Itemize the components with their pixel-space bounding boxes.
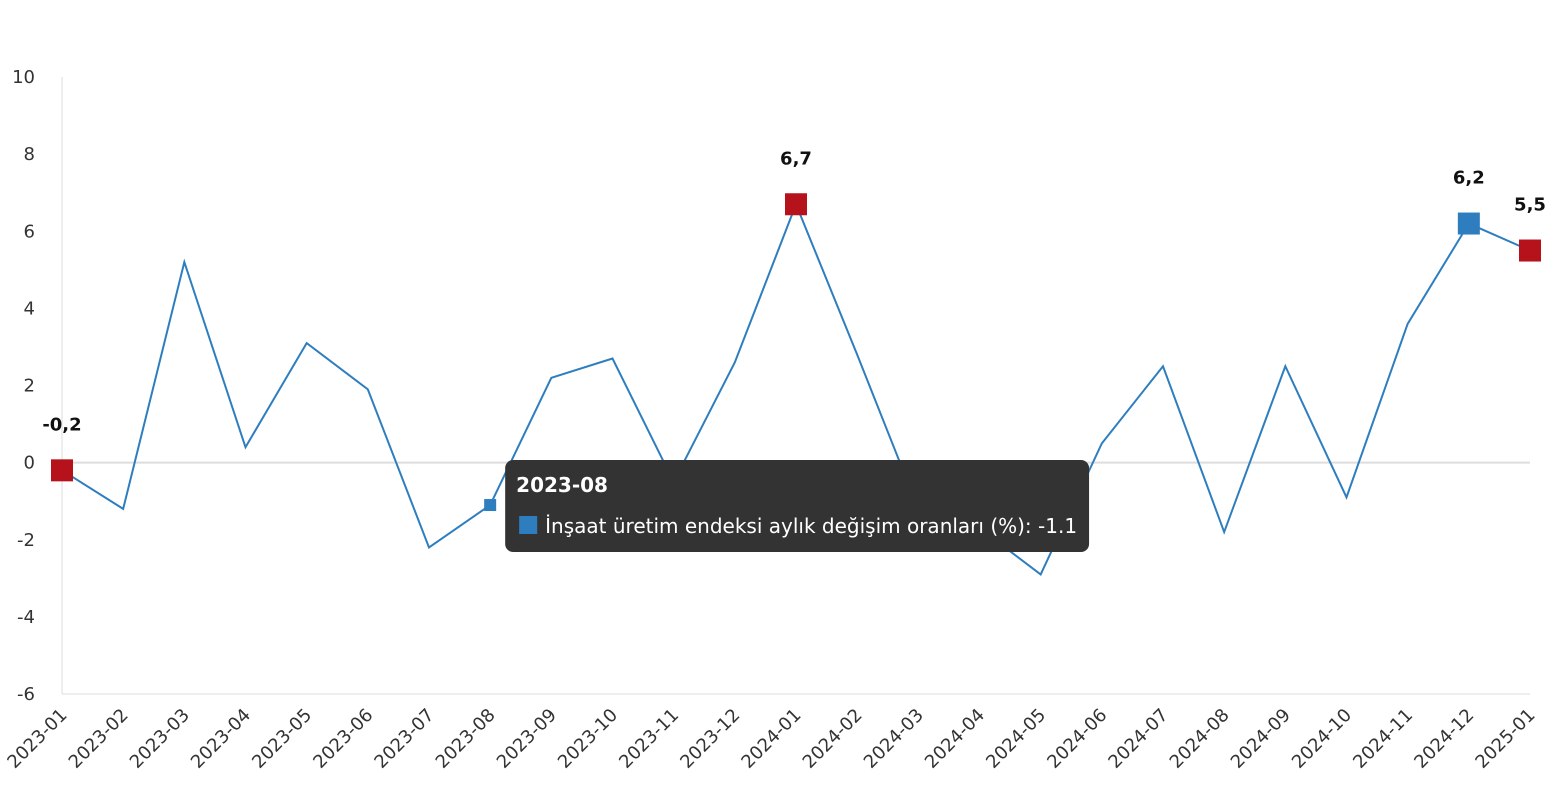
marker <box>51 459 73 482</box>
x-tick-label: 2023-06 <box>309 705 377 773</box>
data-label: 5,5 <box>1514 195 1546 216</box>
x-tick-label: 2025-01 <box>1471 705 1539 773</box>
y-tick-label: -2 <box>17 530 35 551</box>
x-tick-label: 2024-10 <box>1288 705 1356 773</box>
y-tick-label: 10 <box>12 67 35 88</box>
tooltip-value: -1.1 <box>1038 514 1077 538</box>
marker <box>484 499 497 512</box>
x-tick-label: 2023-07 <box>370 705 438 773</box>
x-tick-label: 2024-12 <box>1410 705 1478 773</box>
x-tick-label: 2024-04 <box>921 705 989 773</box>
marker <box>1457 212 1480 235</box>
tooltip-series: İnşaat üretim endeksi aylık değişim oran… <box>545 514 1025 538</box>
x-tick-label: 2024-07 <box>1104 705 1172 773</box>
x-tick-label: 2024-05 <box>982 705 1050 773</box>
tooltip-title: 2023-08 <box>516 473 608 497</box>
data-label: 6,2 <box>1453 168 1485 189</box>
x-tick-label: 2023-05 <box>248 705 316 773</box>
x-tick-label: 2023-01 <box>3 705 71 773</box>
marker <box>1519 239 1541 262</box>
marker <box>785 193 807 216</box>
x-tick-label: 2024-02 <box>799 705 867 773</box>
tooltip: 2023-08 İnşaat üretim endeksi aylık değiş… <box>505 460 1090 552</box>
y-tick-label: -6 <box>17 684 35 705</box>
y-tick-label: 8 <box>24 144 35 165</box>
x-tick-label: 2023-03 <box>126 705 194 773</box>
x-tick-label: 2024-08 <box>1166 705 1234 773</box>
tooltip-sep: : <box>1025 514 1038 538</box>
x-tick-label: 2023-02 <box>65 705 133 773</box>
x-tick-label: 2024-01 <box>737 705 805 773</box>
x-tick-label: 2023-11 <box>615 705 683 773</box>
x-tick-label: 2023-10 <box>554 705 622 773</box>
x-tick-label: 2023-04 <box>187 705 255 773</box>
tooltip-text: İnşaat üretim endeksi aylık değişim oran… <box>545 514 1077 538</box>
tooltip-swatch <box>519 516 538 534</box>
y-tick-label: 2 <box>24 376 35 397</box>
x-tick-label: 2023-08 <box>432 705 500 773</box>
data-label: 6,7 <box>780 148 812 169</box>
tooltip-box <box>505 460 1090 552</box>
y-tick-label: 4 <box>24 298 35 319</box>
data-label: -0,2 <box>42 414 81 435</box>
x-tick-label: 2023-09 <box>493 705 561 773</box>
x-tick-label: 2024-03 <box>860 705 928 773</box>
x-tick-label: 2024-06 <box>1043 705 1111 773</box>
x-tick-label: 2024-09 <box>1227 705 1295 773</box>
x-tick-label: 2023-12 <box>676 705 744 773</box>
y-tick-label: 0 <box>24 453 35 474</box>
x-tick-label: 2024-11 <box>1349 705 1417 773</box>
y-tick-label: -4 <box>17 607 35 628</box>
y-tick-label: 6 <box>24 221 35 242</box>
